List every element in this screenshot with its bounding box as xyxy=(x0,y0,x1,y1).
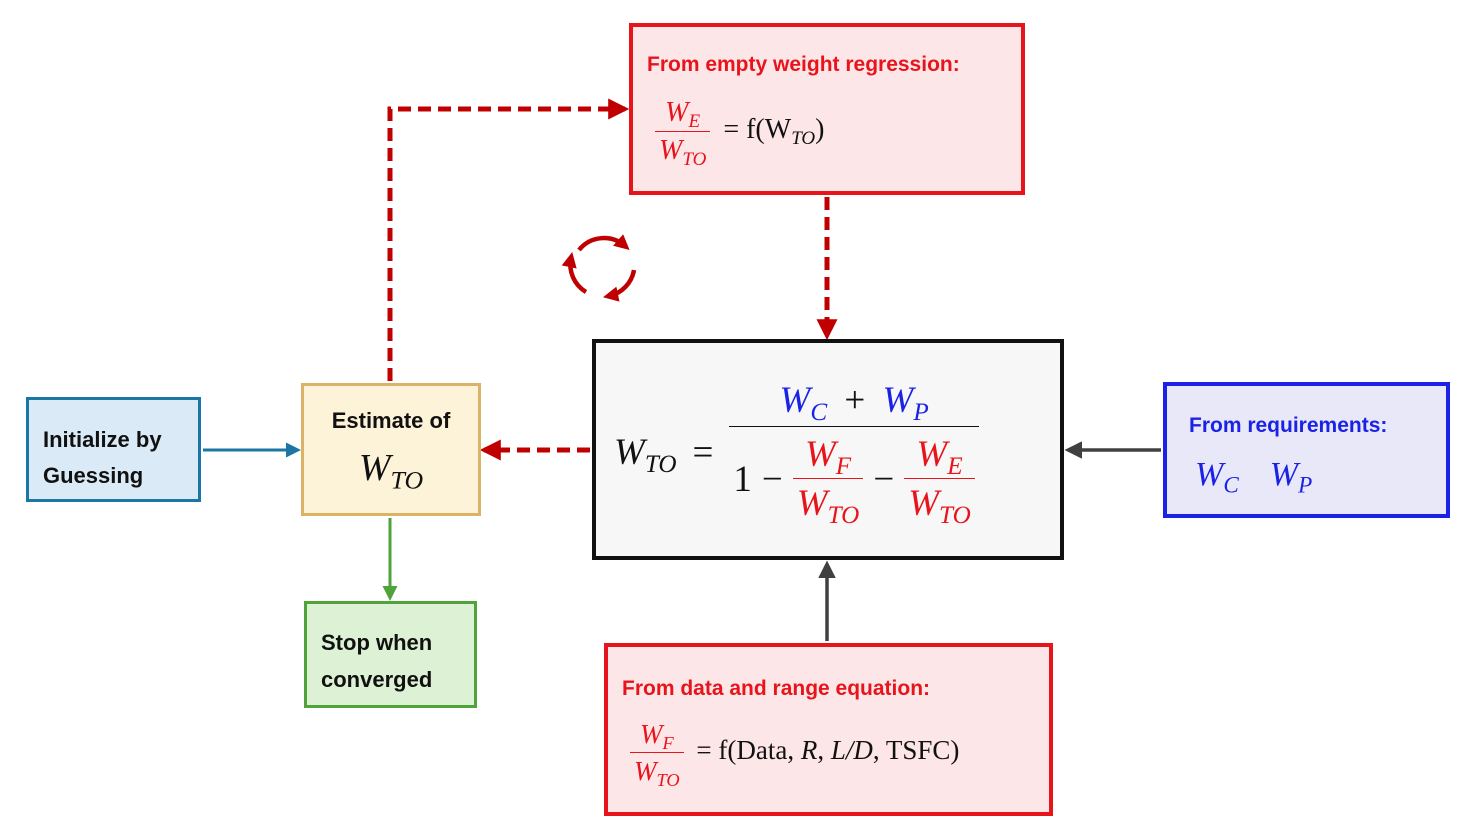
minus-sign-1: − xyxy=(761,458,783,500)
range-rhs-r: R xyxy=(800,735,818,766)
wto-var: W xyxy=(659,135,683,166)
fuel-fraction: WF WTO xyxy=(630,719,684,790)
we-var: W xyxy=(916,434,948,475)
initialize-line-2: Guessing xyxy=(43,463,144,488)
range-rhs-ld: L/D xyxy=(830,735,873,766)
range-equation: WF WTO = f(Data, R, L/D, TSFC) xyxy=(630,719,960,790)
plus-sign: + xyxy=(844,380,866,421)
wc-sub: C xyxy=(810,399,828,427)
wto-sub: TO xyxy=(827,502,860,530)
estimate-label: Estimate of xyxy=(331,408,451,433)
takeoff-weight-equation: WTO = WC + WP 1 − WF WTO − WE xyxy=(614,379,979,528)
arrow-estimate-to-empty-weight xyxy=(387,98,630,381)
requirements-variables: WC WP xyxy=(1195,456,1312,497)
requirements-title: From requirements: xyxy=(1189,414,1388,437)
estimate-variable: WTO xyxy=(304,446,478,493)
range-rhs-post: , TSFC) xyxy=(872,735,960,766)
empty-fraction: WE WTO xyxy=(904,433,975,528)
wto-var: W xyxy=(908,483,940,524)
wf-sub: F xyxy=(835,453,852,481)
we-sub: E xyxy=(947,453,963,481)
empty-weight-fraction: WE WTO xyxy=(655,97,711,171)
equals-sign: = xyxy=(692,431,714,473)
wp-sub: P xyxy=(913,399,929,427)
minus-sign-2: − xyxy=(873,458,895,500)
lhs-var: W xyxy=(614,431,645,473)
stop-line-2: converged xyxy=(321,667,433,692)
wp-var: W xyxy=(882,380,914,421)
lhs-sub: TO xyxy=(644,450,677,478)
wf-var: W xyxy=(804,434,836,475)
empty-weight-regression-box: From empty weight regression: WE WTO = f… xyxy=(629,23,1025,195)
estimate-var: W xyxy=(358,447,391,489)
empty-weight-rhs-sub: TO xyxy=(791,128,816,150)
estimate-sub: TO xyxy=(390,465,424,495)
stop-line-1: Stop when xyxy=(321,630,433,655)
wto-var: W xyxy=(634,756,657,786)
empty-weight-rhs: = f(W xyxy=(723,114,792,146)
wp-sub: P xyxy=(1298,472,1313,499)
empty-weight-rhs-close: ) xyxy=(815,114,825,146)
wto-sub: TO xyxy=(656,769,680,790)
wto-sub: TO xyxy=(939,502,971,530)
wc-sub: C xyxy=(1223,472,1239,499)
we-sub: E xyxy=(688,111,701,133)
empty-weight-title: From empty weight regression: xyxy=(647,53,960,76)
initialize-line-1: Initialize by xyxy=(43,427,162,452)
we-var: W xyxy=(665,97,689,128)
main-fraction: WC + WP 1 − WF WTO − WE WTO xyxy=(729,379,979,528)
wp-var: W xyxy=(1269,456,1299,493)
wf-sub: F xyxy=(662,732,674,753)
wc-var: W xyxy=(779,380,811,421)
takeoff-weight-equation-box: WTO = WC + WP 1 − WF WTO − WE xyxy=(592,339,1064,560)
wto-sub: TO xyxy=(682,149,707,171)
one: 1 xyxy=(733,458,752,500)
requirements-box: From requirements: WC WP xyxy=(1163,382,1450,518)
range-rhs-comma: , xyxy=(817,735,831,766)
estimate-box: Estimate of WTO xyxy=(301,383,481,516)
initialize-box: Initialize by Guessing xyxy=(26,397,201,502)
stop-box: Stop when converged xyxy=(304,601,477,708)
range-equation-title: From data and range equation: xyxy=(622,677,931,700)
wc-var: W xyxy=(1195,456,1224,493)
cycle-arrows-icon xyxy=(561,234,637,302)
range-rhs-pre: = f(Data, xyxy=(696,735,801,766)
fuel-fraction: WF WTO xyxy=(792,433,864,528)
empty-weight-equation: WE WTO = f(WTO) xyxy=(655,97,825,171)
range-equation-box: From data and range equation: WF WTO = f… xyxy=(604,643,1053,816)
wf-var: W xyxy=(639,719,663,749)
wto-var: W xyxy=(796,483,828,524)
